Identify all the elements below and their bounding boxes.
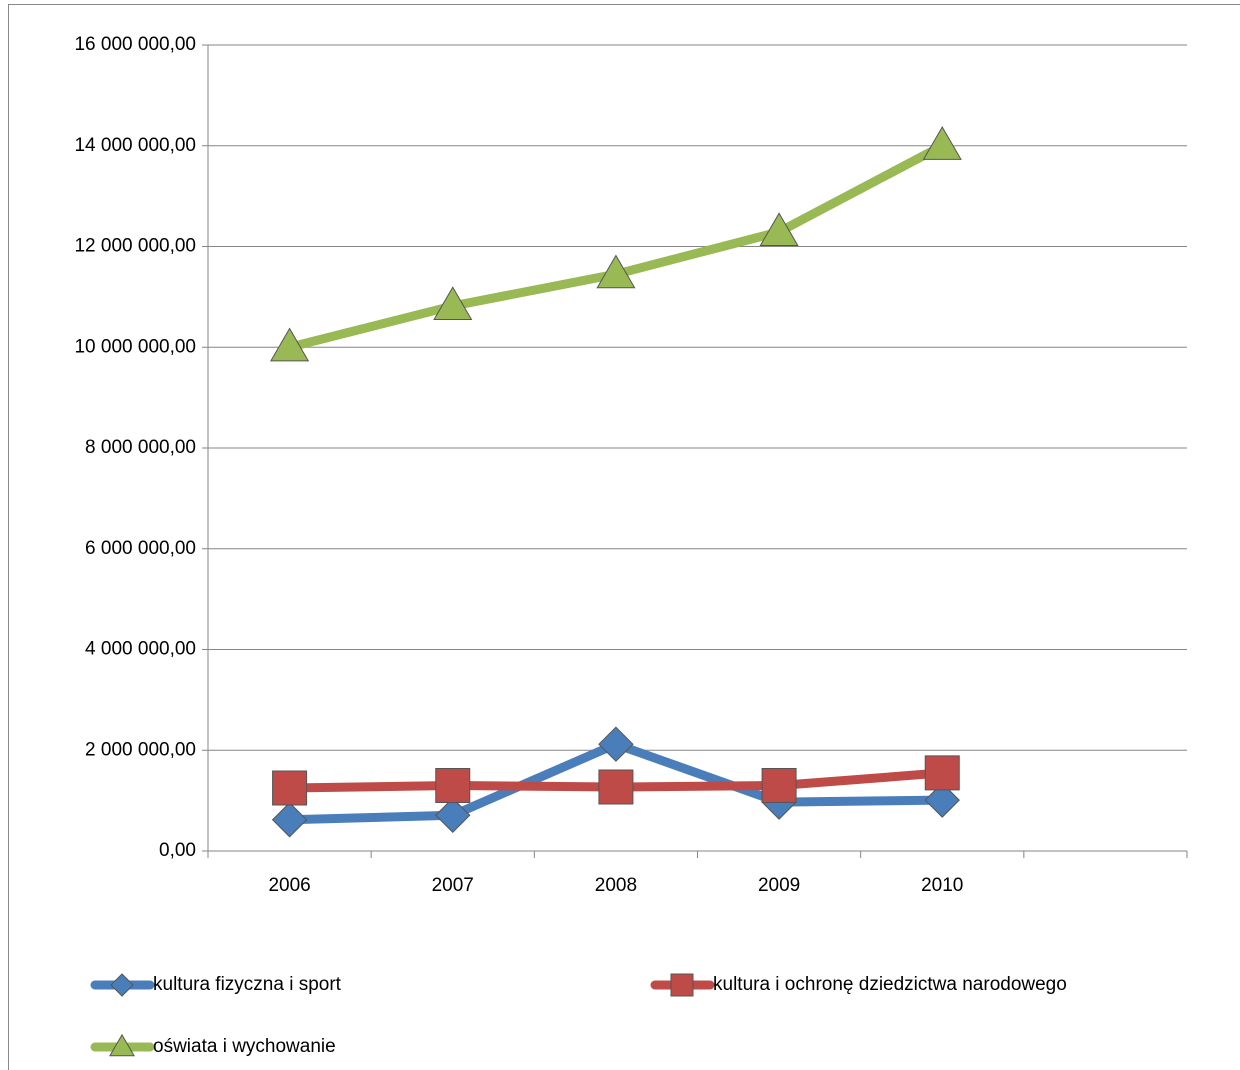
legend-marker — [109, 1033, 135, 1057]
y-tick-label: 6 000 000,00 — [85, 538, 196, 559]
legend-label: oświata i wychowanie — [153, 1036, 336, 1057]
x-tick-label: 2009 — [758, 875, 800, 896]
legend-label: kultura fizyczna i sport — [153, 974, 342, 995]
marker — [272, 770, 308, 806]
marker — [270, 327, 310, 362]
legend-marker — [670, 973, 694, 997]
x-tick-label: 2006 — [268, 875, 310, 896]
y-tick-label: 2 000 000,00 — [85, 739, 196, 760]
y-tick-label: 12 000 000,00 — [74, 236, 196, 257]
x-tick-label: 2008 — [595, 875, 637, 896]
y-tick-label: 14 000 000,00 — [74, 135, 196, 156]
marker — [922, 126, 962, 160]
marker — [924, 782, 960, 818]
marker — [924, 755, 960, 791]
y-tick-label: 16 000 000,00 — [74, 34, 196, 55]
legend-label: kultura i ochronę dziedzictwa narodowego — [713, 974, 1067, 995]
marker — [759, 212, 799, 246]
marker — [271, 802, 308, 838]
chart-border — [8, 4, 1240, 1070]
x-tick-label: 2010 — [921, 875, 963, 896]
legend-marker — [110, 973, 134, 997]
y-tick-label: 0,00 — [159, 840, 196, 861]
marker — [598, 769, 634, 805]
marker — [761, 768, 797, 804]
marker — [596, 254, 636, 289]
marker — [435, 768, 471, 804]
marker — [435, 797, 471, 833]
y-tick-label: 8 000 000,00 — [85, 437, 196, 458]
y-tick-label: 4 000 000,00 — [85, 639, 196, 660]
y-tick-label: 10 000 000,00 — [74, 336, 196, 357]
marker — [433, 286, 473, 321]
marker — [598, 726, 634, 762]
x-tick-label: 2007 — [432, 875, 474, 896]
